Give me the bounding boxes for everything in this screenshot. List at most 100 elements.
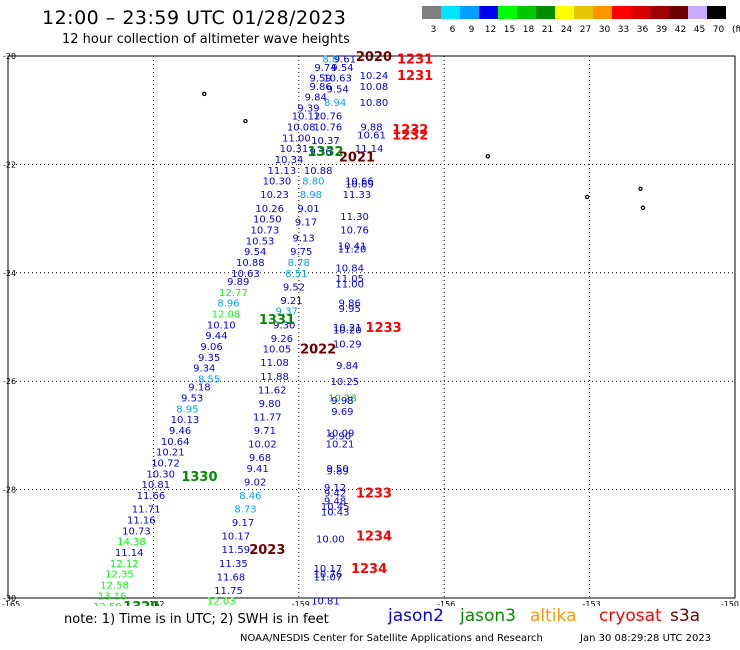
- pass-time-tag: 2023: [249, 543, 285, 558]
- wave-height-value: 8.51: [285, 269, 307, 280]
- wave-height-value: 10.81: [311, 597, 340, 606]
- wave-height-value: 9.01: [297, 204, 319, 215]
- wave-height-value: 9.68: [249, 453, 271, 464]
- wave-height-value: 10.21: [156, 448, 185, 459]
- wave-height-value: 10.34: [275, 155, 304, 166]
- wave-height-value: 9.12: [324, 483, 346, 494]
- wave-height-value: 9.69: [331, 407, 353, 418]
- pass-time-tag: 1234: [351, 562, 387, 577]
- wave-height-value: 9.90: [329, 431, 351, 442]
- pass-time-tag: 1331: [259, 313, 295, 328]
- wave-height-value: 10.30: [146, 469, 175, 480]
- wave-height-value: 9.30: [273, 320, 295, 331]
- wave-height-value: 10.88: [304, 166, 333, 177]
- color-swatch-18: [517, 6, 536, 19]
- wave-height-value: 11.05: [335, 274, 364, 285]
- wave-height-value: 10.88: [236, 258, 265, 269]
- wave-height-value: 9.71: [254, 426, 276, 437]
- wave-height-value: 9.18: [188, 383, 210, 394]
- pass-time-tag: 1233: [356, 486, 392, 501]
- wave-height-value: 8.46: [239, 491, 261, 502]
- wave-height-value: 10.73: [251, 225, 280, 236]
- wave-height-value: 9.59: [309, 74, 331, 85]
- wave-height-value: 10.24: [360, 71, 389, 82]
- pass-time-tag: 2022: [300, 343, 336, 358]
- wave-height-value: 10.76: [314, 112, 343, 123]
- wave-height-value: 10.21: [326, 440, 355, 451]
- wave-height-value: 10.63: [231, 269, 260, 280]
- wave-height-value: 11.77: [253, 412, 282, 423]
- wave-height-value: 10.20: [333, 326, 362, 337]
- color-scale-label: 24: [561, 25, 573, 35]
- latitude-label: -26: [3, 377, 16, 386]
- wave-height-value: 12.59: [93, 602, 122, 606]
- wave-height-value: 10.66: [345, 177, 374, 188]
- longitude-label: -165: [2, 600, 20, 606]
- latitude-label: -28: [3, 486, 16, 495]
- wave-height-value: 10.17: [314, 564, 343, 575]
- pass-time-tag: 2020: [356, 50, 392, 65]
- pass-time-tag: 1233: [366, 321, 402, 336]
- wave-height-value: 11.88: [260, 372, 289, 383]
- color-swatch-3: [422, 6, 441, 19]
- wave-height-value: 11.75: [214, 586, 243, 597]
- wave-height-value: 10.02: [248, 440, 277, 451]
- wave-height-value: 10.76: [314, 122, 343, 133]
- pass-time-tag: 2021: [339, 150, 375, 165]
- color-scale-label: 12: [485, 25, 496, 35]
- map-frame: [7, 55, 736, 599]
- pass-time-tag: 1330: [181, 470, 217, 485]
- latitude-label: -24: [3, 269, 16, 278]
- color-scale-label: 39: [656, 25, 668, 35]
- color-swatch-27: [574, 6, 593, 19]
- wave-height-value: 9.88: [360, 122, 382, 133]
- longitude-label: -150: [721, 600, 739, 606]
- wave-height-value: 9.84: [305, 93, 327, 104]
- satellite-s3a: s3a: [670, 606, 701, 626]
- wave-height-value: 10.53: [246, 236, 275, 247]
- wave-height-value: 10.80: [360, 98, 389, 109]
- wave-height-value: 12.58: [100, 580, 129, 591]
- wave-height-value: 11.08: [260, 358, 289, 369]
- wave-height-value: 9.50: [326, 464, 348, 475]
- pass-time-tag: 1234: [356, 530, 392, 545]
- wave-height-value: 9.44: [205, 331, 227, 342]
- wave-height-value: 8.8: [322, 55, 338, 66]
- wave-height-value: 8.80: [302, 177, 324, 188]
- wave-height-value: 9.21: [280, 296, 302, 307]
- island-marker: [584, 194, 590, 200]
- color-scale-label: 45: [694, 25, 705, 35]
- wave-height-value: 9.54: [331, 63, 353, 74]
- color-swatch-30: [593, 6, 612, 19]
- wave-height-value: 12.35: [105, 570, 134, 581]
- pass-time-tag: 1332: [307, 145, 343, 160]
- map-subtitle: 12 hour collection of altimeter wave hei…: [62, 32, 350, 47]
- wave-height-value: 8.78: [288, 258, 310, 269]
- latitude-label: -20: [3, 52, 16, 61]
- wave-height-value: 11.07: [314, 572, 343, 583]
- latitude-label: -22: [3, 160, 16, 169]
- pass-time-tag: 1232: [392, 129, 428, 144]
- wave-height-value: 11.35: [219, 559, 248, 570]
- wave-height-value: 10.21: [333, 323, 362, 334]
- wave-height-value: 9.48: [324, 496, 346, 507]
- wave-height-value: 12.12: [110, 559, 139, 570]
- wave-height-value: 10.37: [311, 136, 340, 147]
- color-swatch-39: [650, 6, 669, 19]
- pass-time-tag: 1232: [392, 123, 428, 138]
- wave-height-value: 10.84: [335, 263, 364, 274]
- wave-height-value: 9.86: [339, 299, 361, 310]
- color-swatch-21: [536, 6, 555, 19]
- wave-height-value: 8.94: [324, 98, 346, 109]
- wave-height-value: 9.53: [181, 393, 203, 404]
- wave-height-value: 9.89: [326, 467, 348, 478]
- color-swatch-45: [688, 6, 707, 19]
- wave-height-value: 9.84: [336, 361, 358, 372]
- wave-height-value: 9.34: [193, 364, 215, 375]
- wave-height-value: 11.14: [115, 548, 144, 559]
- wave-height-value: 10.13: [171, 415, 200, 426]
- color-scale-label: 15: [504, 25, 515, 35]
- wave-height-value: 10.08: [360, 82, 389, 93]
- pass-time-tag: 1231: [397, 53, 433, 68]
